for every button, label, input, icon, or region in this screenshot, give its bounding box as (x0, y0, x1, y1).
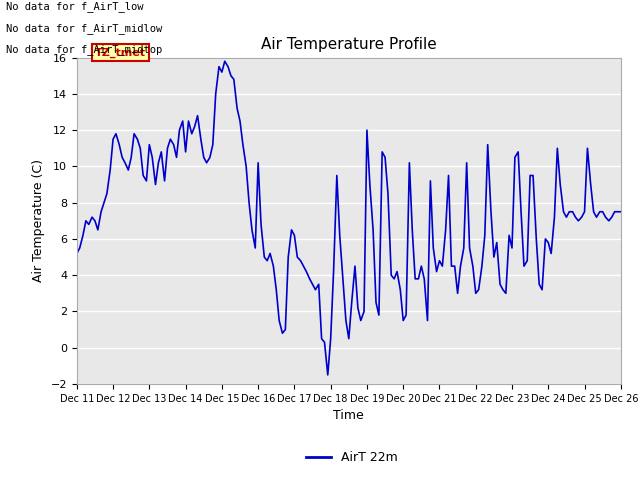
Legend: AirT 22m: AirT 22m (301, 446, 403, 469)
Title: Air Temperature Profile: Air Temperature Profile (261, 37, 436, 52)
Text: TZ_tmet: TZ_tmet (95, 48, 146, 58)
Text: No data for f_AirT_midtop: No data for f_AirT_midtop (6, 44, 163, 55)
Text: No data for f_AirT_midlow: No data for f_AirT_midlow (6, 23, 163, 34)
Y-axis label: Air Temperature (C): Air Temperature (C) (32, 159, 45, 282)
Text: No data for f_AirT_low: No data for f_AirT_low (6, 1, 144, 12)
X-axis label: Time: Time (333, 409, 364, 422)
